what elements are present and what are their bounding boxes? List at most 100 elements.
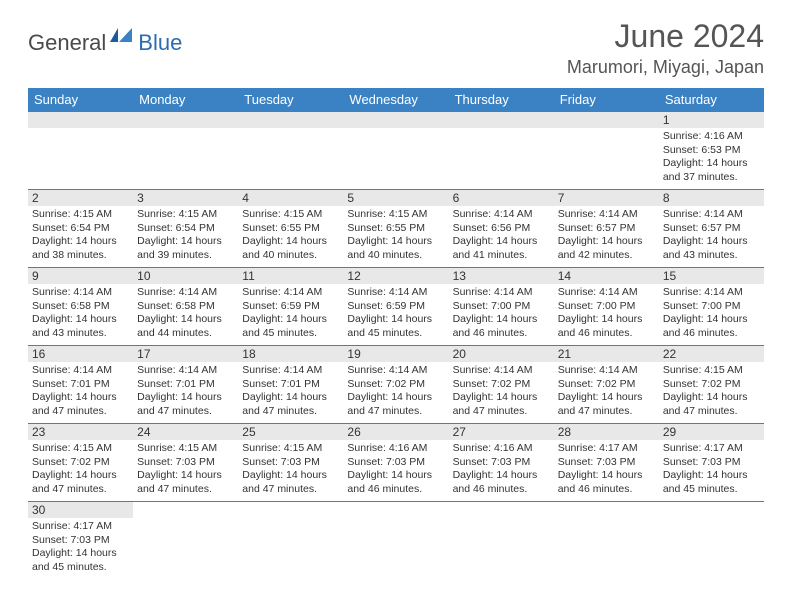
day-content: Sunrise: 4:14 AMSunset: 7:01 PMDaylight:… bbox=[133, 362, 238, 423]
calendar-day-cell: 28Sunrise: 4:17 AMSunset: 7:03 PMDayligh… bbox=[554, 424, 659, 502]
day-content: Sunrise: 4:14 AMSunset: 7:02 PMDaylight:… bbox=[554, 362, 659, 423]
calendar-day-cell: 22Sunrise: 4:15 AMSunset: 7:02 PMDayligh… bbox=[659, 346, 764, 424]
sunset-line: Sunset: 6:53 PM bbox=[663, 144, 760, 158]
daylight-line: Daylight: 14 hours and 47 minutes. bbox=[137, 391, 234, 418]
daylight-line: Daylight: 14 hours and 45 minutes. bbox=[663, 469, 760, 496]
day-content: Sunrise: 4:15 AMSunset: 6:54 PMDaylight:… bbox=[133, 206, 238, 267]
daylight-line: Daylight: 14 hours and 43 minutes. bbox=[32, 313, 129, 340]
sunrise-line: Sunrise: 4:14 AM bbox=[453, 286, 550, 300]
daylight-line: Daylight: 14 hours and 47 minutes. bbox=[242, 469, 339, 496]
sunrise-line: Sunrise: 4:14 AM bbox=[347, 286, 444, 300]
sunset-line: Sunset: 7:01 PM bbox=[137, 378, 234, 392]
calendar-day-cell bbox=[343, 112, 448, 190]
sunset-line: Sunset: 6:54 PM bbox=[137, 222, 234, 236]
calendar-day-cell: 4Sunrise: 4:15 AMSunset: 6:55 PMDaylight… bbox=[238, 190, 343, 268]
calendar-day-cell: 29Sunrise: 4:17 AMSunset: 7:03 PMDayligh… bbox=[659, 424, 764, 502]
calendar-day-cell bbox=[659, 502, 764, 580]
sunset-line: Sunset: 6:57 PM bbox=[558, 222, 655, 236]
logo-text-general: General bbox=[28, 30, 106, 56]
day-content: Sunrise: 4:16 AMSunset: 7:03 PMDaylight:… bbox=[449, 440, 554, 501]
calendar-day-cell: 7Sunrise: 4:14 AMSunset: 6:57 PMDaylight… bbox=[554, 190, 659, 268]
sunset-line: Sunset: 7:03 PM bbox=[663, 456, 760, 470]
calendar-day-cell: 15Sunrise: 4:14 AMSunset: 7:00 PMDayligh… bbox=[659, 268, 764, 346]
day-content: Sunrise: 4:14 AMSunset: 7:01 PMDaylight:… bbox=[28, 362, 133, 423]
day-number: 24 bbox=[133, 424, 238, 440]
sunrise-line: Sunrise: 4:14 AM bbox=[453, 364, 550, 378]
calendar-day-cell: 23Sunrise: 4:15 AMSunset: 7:02 PMDayligh… bbox=[28, 424, 133, 502]
calendar-day-cell: 26Sunrise: 4:16 AMSunset: 7:03 PMDayligh… bbox=[343, 424, 448, 502]
day-number: 6 bbox=[449, 190, 554, 206]
day-number: 13 bbox=[449, 268, 554, 284]
calendar-day-cell: 24Sunrise: 4:15 AMSunset: 7:03 PMDayligh… bbox=[133, 424, 238, 502]
day-number: 28 bbox=[554, 424, 659, 440]
sunrise-line: Sunrise: 4:16 AM bbox=[663, 130, 760, 144]
day-number: 23 bbox=[28, 424, 133, 440]
sunrise-line: Sunrise: 4:14 AM bbox=[32, 286, 129, 300]
day-number-bar bbox=[343, 112, 448, 128]
calendar-day-cell: 17Sunrise: 4:14 AMSunset: 7:01 PMDayligh… bbox=[133, 346, 238, 424]
day-number-bar bbox=[28, 112, 133, 128]
day-number: 14 bbox=[554, 268, 659, 284]
sunrise-line: Sunrise: 4:15 AM bbox=[242, 208, 339, 222]
sunset-line: Sunset: 7:01 PM bbox=[242, 378, 339, 392]
day-content: Sunrise: 4:14 AMSunset: 7:01 PMDaylight:… bbox=[238, 362, 343, 423]
weekday-header-row: SundayMondayTuesdayWednesdayThursdayFrid… bbox=[28, 88, 764, 112]
day-number: 27 bbox=[449, 424, 554, 440]
calendar-week-row: 16Sunrise: 4:14 AMSunset: 7:01 PMDayligh… bbox=[28, 346, 764, 424]
day-content: Sunrise: 4:15 AMSunset: 6:55 PMDaylight:… bbox=[343, 206, 448, 267]
day-number: 8 bbox=[659, 190, 764, 206]
calendar-week-row: 23Sunrise: 4:15 AMSunset: 7:02 PMDayligh… bbox=[28, 424, 764, 502]
sunset-line: Sunset: 6:55 PM bbox=[347, 222, 444, 236]
day-content: Sunrise: 4:14 AMSunset: 6:59 PMDaylight:… bbox=[238, 284, 343, 345]
day-number: 17 bbox=[133, 346, 238, 362]
calendar-day-cell: 11Sunrise: 4:14 AMSunset: 6:59 PMDayligh… bbox=[238, 268, 343, 346]
day-number: 4 bbox=[238, 190, 343, 206]
calendar-day-cell: 8Sunrise: 4:14 AMSunset: 6:57 PMDaylight… bbox=[659, 190, 764, 268]
calendar-day-cell: 30Sunrise: 4:17 AMSunset: 7:03 PMDayligh… bbox=[28, 502, 133, 580]
sunset-line: Sunset: 6:58 PM bbox=[32, 300, 129, 314]
calendar-day-cell: 20Sunrise: 4:14 AMSunset: 7:02 PMDayligh… bbox=[449, 346, 554, 424]
day-content: Sunrise: 4:14 AMSunset: 6:59 PMDaylight:… bbox=[343, 284, 448, 345]
calendar-day-cell: 14Sunrise: 4:14 AMSunset: 7:00 PMDayligh… bbox=[554, 268, 659, 346]
day-number: 26 bbox=[343, 424, 448, 440]
day-content: Sunrise: 4:14 AMSunset: 7:02 PMDaylight:… bbox=[449, 362, 554, 423]
sunset-line: Sunset: 6:56 PM bbox=[453, 222, 550, 236]
day-number: 25 bbox=[238, 424, 343, 440]
calendar-week-row: 30Sunrise: 4:17 AMSunset: 7:03 PMDayligh… bbox=[28, 502, 764, 580]
sunrise-line: Sunrise: 4:14 AM bbox=[137, 364, 234, 378]
sunset-line: Sunset: 7:00 PM bbox=[558, 300, 655, 314]
daylight-line: Daylight: 14 hours and 46 minutes. bbox=[453, 313, 550, 340]
calendar-week-row: 1Sunrise: 4:16 AMSunset: 6:53 PMDaylight… bbox=[28, 112, 764, 190]
day-number: 12 bbox=[343, 268, 448, 284]
calendar-week-row: 2Sunrise: 4:15 AMSunset: 6:54 PMDaylight… bbox=[28, 190, 764, 268]
day-content: Sunrise: 4:17 AMSunset: 7:03 PMDaylight:… bbox=[28, 518, 133, 579]
sunset-line: Sunset: 6:59 PM bbox=[347, 300, 444, 314]
day-content: Sunrise: 4:15 AMSunset: 7:02 PMDaylight:… bbox=[28, 440, 133, 501]
sunrise-line: Sunrise: 4:14 AM bbox=[558, 208, 655, 222]
day-number: 7 bbox=[554, 190, 659, 206]
day-content: Sunrise: 4:14 AMSunset: 7:00 PMDaylight:… bbox=[554, 284, 659, 345]
calendar-day-cell: 19Sunrise: 4:14 AMSunset: 7:02 PMDayligh… bbox=[343, 346, 448, 424]
sunrise-line: Sunrise: 4:15 AM bbox=[137, 442, 234, 456]
sunset-line: Sunset: 7:02 PM bbox=[453, 378, 550, 392]
sunset-line: Sunset: 7:03 PM bbox=[347, 456, 444, 470]
calendar-day-cell: 9Sunrise: 4:14 AMSunset: 6:58 PMDaylight… bbox=[28, 268, 133, 346]
calendar-table: SundayMondayTuesdayWednesdayThursdayFrid… bbox=[28, 88, 764, 580]
daylight-line: Daylight: 14 hours and 37 minutes. bbox=[663, 157, 760, 184]
day-content: Sunrise: 4:14 AMSunset: 6:57 PMDaylight:… bbox=[554, 206, 659, 267]
day-content: Sunrise: 4:16 AMSunset: 7:03 PMDaylight:… bbox=[343, 440, 448, 501]
day-number: 21 bbox=[554, 346, 659, 362]
day-content: Sunrise: 4:17 AMSunset: 7:03 PMDaylight:… bbox=[554, 440, 659, 501]
sunrise-line: Sunrise: 4:14 AM bbox=[663, 208, 760, 222]
sunrise-line: Sunrise: 4:17 AM bbox=[558, 442, 655, 456]
sunset-line: Sunset: 6:57 PM bbox=[663, 222, 760, 236]
daylight-line: Daylight: 14 hours and 45 minutes. bbox=[32, 547, 129, 574]
calendar-day-cell: 10Sunrise: 4:14 AMSunset: 6:58 PMDayligh… bbox=[133, 268, 238, 346]
day-number: 3 bbox=[133, 190, 238, 206]
daylight-line: Daylight: 14 hours and 47 minutes. bbox=[32, 391, 129, 418]
sunrise-line: Sunrise: 4:17 AM bbox=[663, 442, 760, 456]
sunrise-line: Sunrise: 4:15 AM bbox=[242, 442, 339, 456]
day-content: Sunrise: 4:14 AMSunset: 7:00 PMDaylight:… bbox=[659, 284, 764, 345]
day-content: Sunrise: 4:16 AMSunset: 6:53 PMDaylight:… bbox=[659, 128, 764, 189]
weekday-header: Tuesday bbox=[238, 88, 343, 112]
